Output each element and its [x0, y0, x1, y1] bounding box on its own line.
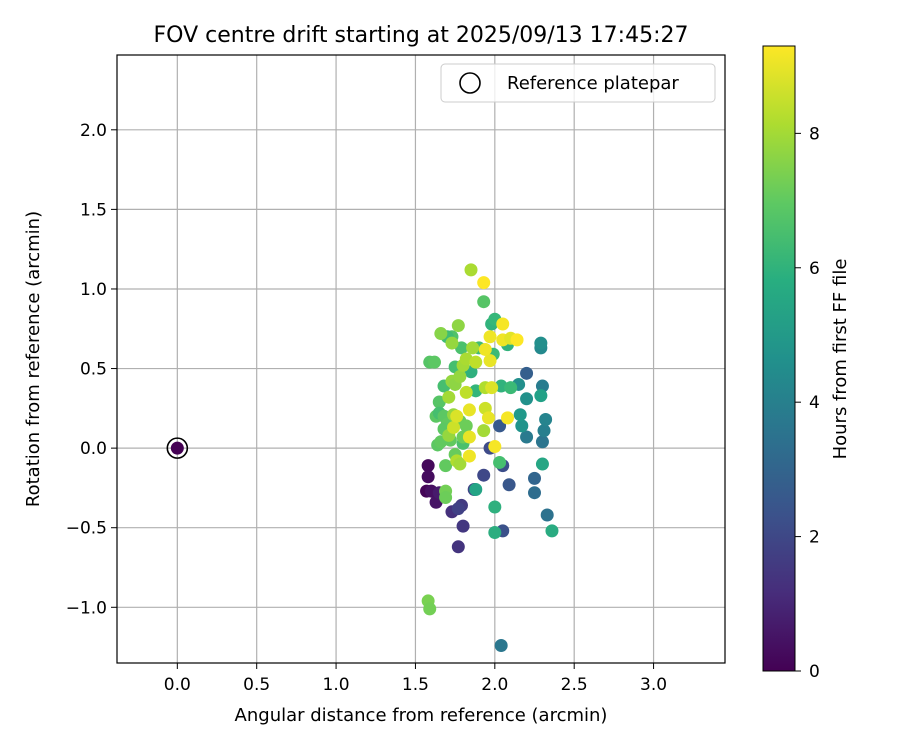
colorbar-tick-label: 6: [809, 259, 820, 279]
legend: Reference platepar: [440, 63, 716, 103]
data-point: [459, 419, 473, 433]
data-point: [520, 430, 534, 444]
data-point: [528, 471, 542, 485]
data-point: [450, 409, 464, 423]
data-point: [493, 419, 507, 433]
data-point: [464, 263, 478, 277]
data-point: [545, 524, 559, 538]
colorbar-tick-label: 2: [809, 528, 820, 548]
data-point: [502, 478, 516, 492]
y-axis-label: Rotation from reference (arcmin): [23, 211, 44, 507]
x-tick-label: 0.5: [243, 675, 270, 695]
x-tick-label: 3.0: [640, 675, 667, 695]
data-point: [451, 502, 465, 516]
data-point: [439, 490, 453, 504]
data-point: [445, 336, 459, 350]
data-point: [535, 435, 549, 449]
x-tick-label: 0.0: [164, 675, 191, 695]
data-point: [462, 430, 476, 444]
data-point: [453, 370, 467, 384]
data-point: [477, 295, 491, 309]
data-point: [535, 457, 549, 471]
y-axis-ticks: −1.0 −0.5 0.0 0.5 1.0 1.5 2.0: [66, 121, 117, 618]
legend-box: [440, 63, 716, 103]
reference-point: [170, 441, 184, 455]
x-tick-label: 1.0: [323, 675, 350, 695]
data-point: [504, 381, 518, 395]
y-tick-label: 0.0: [80, 439, 107, 459]
data-point: [462, 403, 476, 417]
data-point: [477, 276, 491, 290]
y-tick-label: 1.0: [80, 280, 107, 300]
data-point: [483, 354, 497, 368]
data-point: [540, 508, 554, 522]
y-tick-label: 1.5: [80, 200, 107, 220]
data-point: [469, 355, 483, 369]
data-point: [434, 327, 448, 341]
colorbar-tick-label: 4: [809, 393, 820, 413]
colorbar-tick-label: 8: [809, 124, 820, 144]
x-axis-label: Angular distance from reference (arcmin): [235, 705, 608, 726]
data-point: [488, 500, 502, 514]
colorbar-label: Hours from first FF file: [830, 259, 851, 460]
data-point: [421, 470, 435, 484]
reference-marker-ring: [166, 437, 189, 459]
plot-frame: [116, 54, 726, 664]
y-tick-label: −0.5: [66, 519, 107, 539]
x-tick-label: 2.0: [481, 675, 508, 695]
data-point: [481, 411, 495, 425]
data-point: [439, 459, 453, 473]
data-point: [537, 424, 551, 438]
data-point: [451, 319, 465, 333]
data-point: [453, 457, 467, 471]
data-point: [534, 389, 548, 403]
chart-title: FOV centre drift starting at 2025/09/13 …: [154, 23, 689, 48]
legend-marker-reference: [459, 72, 481, 94]
data-point: [510, 333, 524, 347]
x-tick-label: 1.5: [402, 675, 429, 695]
data-point: [488, 440, 502, 454]
data-point: [483, 330, 497, 344]
data-point: [423, 602, 437, 616]
data-point: [496, 317, 510, 331]
data-point: [477, 468, 491, 482]
colorbar: [762, 45, 796, 672]
data-point: [427, 355, 441, 369]
colorbar-tick-label: 0: [809, 662, 820, 682]
data-point: [456, 519, 470, 533]
data-point: [477, 424, 491, 438]
data-point: [462, 449, 476, 463]
y-tick-label: 2.0: [80, 121, 107, 141]
data-point: [494, 638, 508, 652]
data-point: [451, 540, 465, 554]
data-point: [535, 379, 549, 393]
data-point: [478, 342, 492, 356]
data-point: [501, 411, 515, 425]
data-point: [447, 420, 461, 434]
data-point: [421, 459, 435, 473]
data-point: [513, 408, 527, 422]
y-tick-label: −1.0: [66, 598, 107, 618]
data-point: [469, 483, 483, 497]
data-point: [442, 390, 456, 404]
colorbar-ticks: 0 2 4 6 8: [795, 124, 820, 682]
data-point: [488, 525, 502, 539]
data-point: [485, 381, 499, 395]
data-point: [520, 366, 534, 380]
x-axis-ticks: 0.0 0.5 1.0 1.5 2.0 2.5 3.0: [164, 663, 667, 695]
data-points: [166, 263, 559, 652]
data-point: [520, 392, 534, 406]
data-point: [493, 455, 507, 469]
y-tick-label: 0.5: [80, 360, 107, 380]
x-tick-label: 2.5: [561, 675, 588, 695]
grid-lines: [117, 55, 725, 663]
data-point: [528, 486, 542, 500]
data-point: [539, 412, 553, 426]
data-point: [534, 336, 548, 350]
legend-label-reference: Reference platepar: [507, 73, 679, 94]
data-point: [515, 419, 529, 433]
data-point: [459, 385, 473, 399]
data-point: [466, 341, 480, 355]
